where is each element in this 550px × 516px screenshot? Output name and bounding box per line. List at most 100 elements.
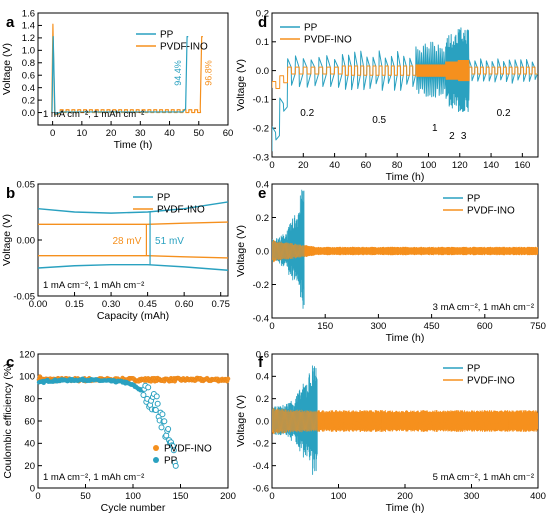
y-tick-label: 0.8 <box>22 58 35 69</box>
y-tick-label: 0.4 <box>256 179 269 190</box>
data-point-pp <box>170 447 177 454</box>
x-tick-label: 0.15 <box>65 299 84 310</box>
rate-label: 0.2 <box>497 108 511 119</box>
x-tick-label: 0.00 <box>29 299 48 310</box>
y-tick-label: 100 <box>19 372 35 383</box>
y-axis-label: Voltage (V) <box>235 225 247 277</box>
data-point-pvdf-ino <box>225 376 231 382</box>
legend-swatch <box>153 445 159 451</box>
y-tick-label: 80 <box>24 394 35 405</box>
legend-label: PVDF-INO <box>467 376 515 387</box>
y-tick-label: 0.2 <box>256 213 269 224</box>
annotation-pp-ce: 94.4% <box>173 60 183 86</box>
legend-label: PVDF-INO <box>467 206 515 217</box>
y-tick-label: 0.2 <box>22 95 35 106</box>
x-tick-label: 30 <box>135 128 146 139</box>
x-axis-label: Time (h) <box>386 502 425 514</box>
y-tick-label: 0.0 <box>256 416 269 427</box>
x-tick-label: 100 <box>421 160 437 171</box>
x-tick-label: 140 <box>483 160 499 171</box>
x-tick-label: 60 <box>223 128 234 139</box>
x-tick-label: 200 <box>397 491 413 502</box>
series-pp <box>51 36 189 116</box>
legend-label: PP <box>164 456 178 467</box>
series-group <box>272 365 538 475</box>
conditions-label: 1 mA cm⁻², 1 mAh cm⁻² <box>43 109 144 120</box>
panel-label: c <box>6 354 14 371</box>
y-tick-label: 0.4 <box>256 372 269 383</box>
x-tick-label: 40 <box>329 160 340 171</box>
x-tick-label: 100 <box>331 491 347 502</box>
series-pvdf-ino-lower <box>38 254 229 259</box>
x-axis-label: Cycle number <box>101 502 166 514</box>
y-tick-label: 0.6 <box>256 349 269 360</box>
x-tick-label: 50 <box>193 128 204 139</box>
y-axis-label: Coulombic efficiency (%) <box>2 363 14 478</box>
data-point-pp <box>154 400 161 407</box>
y-tick-label: 0.1 <box>256 37 269 48</box>
x-tick-label: 160 <box>514 160 530 171</box>
y-tick-label: 0.0 <box>256 66 269 77</box>
data-point-pp <box>152 407 159 414</box>
x-tick-label: 120 <box>452 160 468 171</box>
data-point-pp <box>163 432 170 439</box>
y-tick-label: 0.05 <box>17 179 36 190</box>
y-tick-label: 0.0 <box>22 108 35 119</box>
x-tick-label: 20 <box>106 128 117 139</box>
y-tick-label: -0.6 <box>253 483 269 494</box>
x-tick-label: 0 <box>269 491 274 502</box>
panel-a: a 0 10 20 30 40 50 60 0.0 0.20.40.6 0.81.0 1.21.4 1.… <box>1 8 233 151</box>
x-tick-label: 450 <box>424 321 440 332</box>
x-tick-label: 150 <box>173 491 189 502</box>
series-pvdf-ino-overlay <box>272 239 538 263</box>
rate-label: 1 <box>432 123 438 134</box>
x-axis-label: Capacity (mAh) <box>97 310 169 322</box>
y-tick-label: -0.05 <box>13 291 35 302</box>
panel-f: f 0 100 200 300 400 -0.6 -0.4 -0.2 0.0 0.2 0.4 0.6 Ti… <box>235 349 546 514</box>
series-group <box>272 189 538 309</box>
panel-label: b <box>6 185 15 202</box>
data-point-pp <box>153 393 160 400</box>
data-point-pp <box>158 424 165 431</box>
data-point-pp <box>161 418 168 425</box>
legend-label: PP <box>157 193 171 204</box>
x-tick-label: 200 <box>220 491 236 502</box>
annotation-pvdf-ce: 96.8% <box>204 60 214 86</box>
series-pp-upper <box>37 201 229 214</box>
y-tick-label: 0.2 <box>256 8 269 19</box>
annotation-51mv: 51 mV <box>155 236 184 247</box>
series-pvdf-ino <box>272 60 538 89</box>
series-group <box>272 27 538 152</box>
x-tick-label: 300 <box>464 491 480 502</box>
x-axis-label: Time (h) <box>114 139 153 151</box>
y-axis-label: Voltage (V) <box>1 43 13 95</box>
series-group <box>51 23 203 116</box>
x-tick-label: 0.30 <box>102 299 121 310</box>
y-tick-label: -0.4 <box>253 461 269 472</box>
y-tick-label: -0.2 <box>253 124 269 135</box>
y-tick-label: 40 <box>24 439 35 450</box>
y-tick-label: 1.6 <box>22 8 35 19</box>
legend-label: PVDF-INO <box>160 42 208 53</box>
y-tick-label: 1.2 <box>22 33 35 44</box>
legend-swatch <box>153 457 159 463</box>
series-pvdf-ino-upper <box>38 221 229 226</box>
conditions-label: 5 mA cm⁻², 1 mAh cm⁻² <box>433 472 534 483</box>
y-tick-label: -0.1 <box>253 95 269 106</box>
legend-label: PVDF-INO <box>304 35 352 46</box>
series-pvdf-ino-overlay <box>272 407 538 435</box>
y-axis-label: Voltage (V) <box>235 395 247 447</box>
panel-b: b0.00 0.15 0.30 0.45 0.60 0.75-0.050.000.05Ca… <box>1 179 230 322</box>
conditions-label: 1 mA cm⁻², 1 mAh cm⁻² <box>43 472 144 483</box>
y-tick-label: 20 <box>24 461 35 472</box>
x-axis-label: Time (h) <box>386 332 425 344</box>
y-tick-label: -0.4 <box>253 313 269 324</box>
data-point-pp <box>159 411 166 418</box>
panel-label: a <box>6 14 15 31</box>
legend-label: PVDF-INO <box>164 444 212 455</box>
x-tick-label: 300 <box>370 321 386 332</box>
y-tick-label: 1.4 <box>22 21 35 32</box>
y-tick-label: 1.0 <box>22 46 35 57</box>
rate-label: 0.5 <box>372 115 386 126</box>
